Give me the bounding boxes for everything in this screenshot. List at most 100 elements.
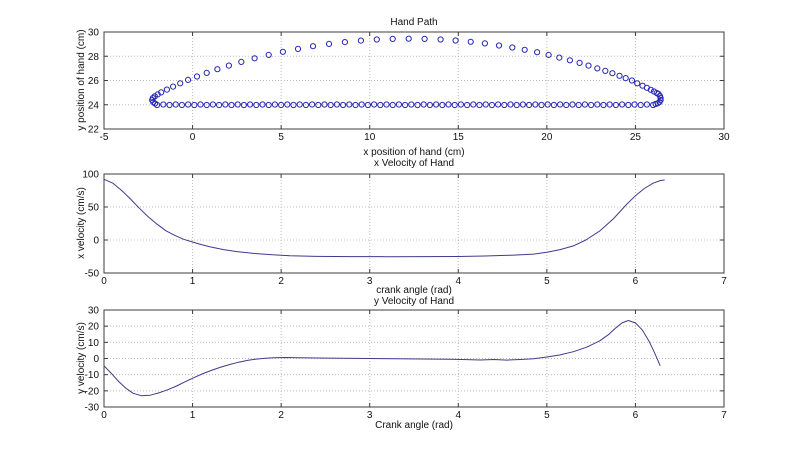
scatter-marker [576, 59, 583, 67]
scatter-marker [467, 38, 474, 45]
scatter-marker [495, 42, 503, 49]
scatter-marker [315, 101, 322, 109]
x-tick-label: 5 [544, 410, 550, 421]
scatter-marker [622, 75, 629, 82]
scatter-marker [414, 101, 421, 109]
scatter-marker [203, 69, 210, 77]
scatter-marker [158, 89, 165, 96]
scatter-marker [373, 36, 380, 43]
scatter-marker [327, 101, 334, 109]
scatter-marker [501, 101, 508, 109]
y-tick-label: 28 [88, 52, 100, 63]
scatter-marker [309, 101, 316, 108]
scatter-marker [271, 101, 278, 108]
scatter-marker [259, 101, 266, 108]
scatter-marker [594, 101, 601, 108]
scatter-marker [358, 101, 365, 108]
scatter-marker [279, 48, 286, 55]
scatter-marker [532, 101, 539, 108]
scatter-marker [507, 101, 514, 108]
scatter-marker [544, 101, 551, 108]
scatter-marker [185, 76, 192, 84]
scatter-marker [214, 66, 221, 73]
scatter-marker [421, 35, 428, 43]
scatter-marker [166, 101, 173, 109]
scatter-marker [265, 51, 272, 59]
scatter-marker [634, 80, 641, 87]
scatter-marker [341, 39, 348, 46]
x-tick-label: 4 [456, 410, 462, 421]
y-tick-label: -30 [85, 403, 100, 414]
y-tick-label: 26 [88, 76, 100, 87]
scatter-marker [619, 101, 626, 108]
scatter-marker [160, 101, 167, 108]
scatter-marker [650, 101, 657, 109]
scatter-marker [566, 57, 574, 64]
y-velocity-ylabel: y velocity (cm/s) [76, 322, 87, 394]
y-tick-label: 20 [88, 322, 100, 333]
x-tick-label: 25 [630, 132, 642, 143]
x-tick-label: 6 [633, 276, 639, 287]
scatter-marker [538, 101, 545, 109]
y-tick-label: 10 [88, 338, 100, 349]
scatter-marker [395, 101, 402, 108]
y-tick-label: 0 [93, 354, 99, 365]
scatter-marker [321, 101, 328, 108]
hand-path-ylabel: y position of hand (cm) [76, 29, 87, 131]
data-line [103, 178, 665, 258]
scatter-marker [556, 54, 563, 61]
scatter-marker [352, 101, 359, 109]
scatter-marker [637, 101, 644, 109]
y-tick-label: 30 [88, 306, 100, 317]
y-tick-label: 30 [88, 28, 100, 39]
scatter-marker [445, 101, 452, 108]
scatter-marker [225, 62, 232, 69]
subplot-1: -5 0 5 10 15 20 25 30 22 24 26 28 30 [88, 28, 730, 144]
scatter-marker [185, 101, 192, 108]
scatter-marker [389, 101, 396, 109]
scatter-marker [172, 101, 179, 108]
scatter-marker [464, 101, 471, 109]
scatter-marker [253, 101, 260, 109]
x-tick-label: 1 [190, 410, 196, 421]
scatter-marker [193, 73, 201, 80]
x-tick-label: 2 [278, 276, 284, 287]
scatter-marker [191, 101, 198, 109]
x-tick-label: 7 [721, 410, 727, 421]
scatter-marker [170, 83, 177, 90]
scatter-marker [451, 101, 458, 109]
scatter-marker [526, 101, 533, 109]
y-tick-label: -20 [85, 386, 100, 397]
x-tick-label: -5 [100, 132, 109, 143]
x-tick-label: 0 [101, 410, 107, 421]
scatter-marker [357, 37, 364, 44]
scatter-marker [452, 37, 459, 44]
x-tick-label: 7 [721, 276, 727, 287]
x-tick-label: 5 [278, 132, 284, 143]
scatter-marker [657, 95, 664, 102]
scatter-marker [294, 45, 302, 53]
x-tick-label: 5 [544, 276, 550, 287]
scatter-marker [408, 101, 415, 108]
scatter-marker [581, 101, 589, 108]
scatter-marker [302, 101, 309, 109]
x-tick-label: 4 [456, 276, 462, 287]
scatter-marker [588, 101, 595, 109]
axes-box [103, 173, 725, 274]
scatter-marker [647, 86, 654, 93]
scatter-marker [521, 46, 528, 53]
scatter-marker [534, 49, 541, 56]
scatter-marker [346, 101, 353, 108]
scatter-marker [513, 101, 520, 109]
scatter-marker [377, 101, 384, 109]
x-velocity-xlabel: crank angle (rad) [376, 285, 452, 296]
scatter-marker [251, 55, 258, 62]
scatter-marker [612, 101, 620, 109]
scatter-marker [333, 101, 340, 108]
y-tick-label: 100 [82, 170, 99, 181]
scatter-marker [340, 101, 347, 109]
scatter-marker [426, 101, 433, 109]
x-tick-label: 30 [718, 132, 730, 143]
x-tick-label: 15 [453, 132, 465, 143]
scatter-marker [405, 35, 412, 42]
